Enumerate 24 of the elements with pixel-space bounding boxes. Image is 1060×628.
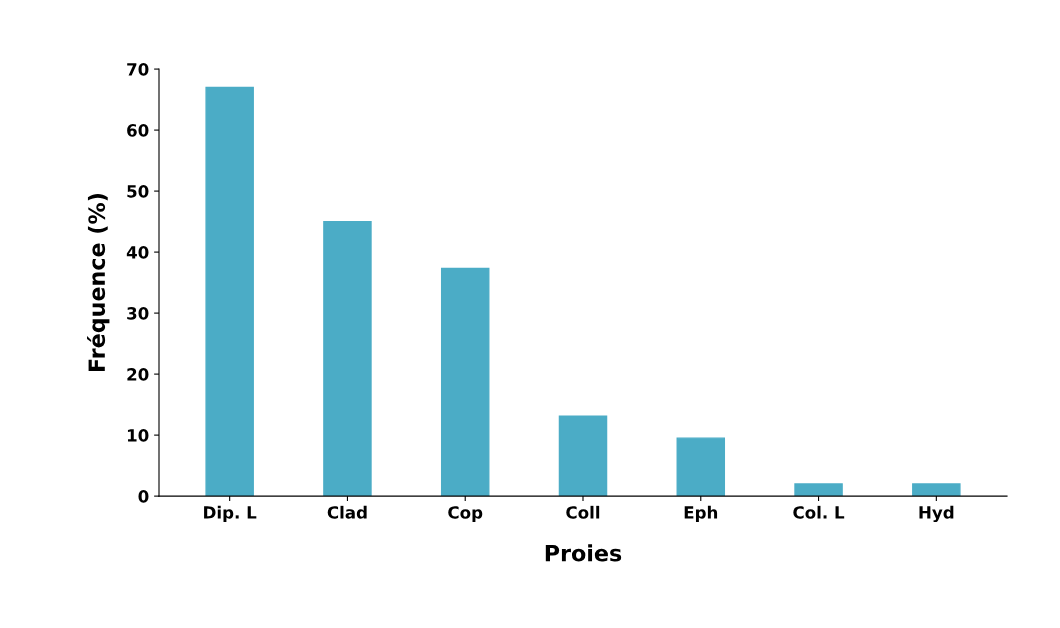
x-tick-label: Clad — [327, 505, 367, 519]
x-tick-label: Coll — [566, 505, 600, 519]
bar — [794, 483, 843, 497]
x-tick-label: Dip. L — [204, 505, 257, 522]
y-tick-label: 10 — [127, 429, 149, 442]
bar — [676, 437, 726, 497]
bar — [912, 483, 961, 497]
bar — [558, 415, 608, 497]
y-tick-label: 40 — [126, 246, 149, 259]
x-tick-label: Eph — [684, 505, 718, 522]
y-tick-label: 30 — [127, 307, 149, 320]
y-tick-label: 0 — [138, 490, 149, 503]
bar — [323, 220, 372, 497]
y-axis-title: Fréquence (%) — [87, 194, 110, 372]
y-tick-label: 60 — [127, 124, 149, 137]
y-tick-label: 20 — [127, 368, 149, 381]
y-tick-label: 50 — [127, 185, 149, 198]
y-tick-label: 70 — [127, 63, 149, 76]
x-tick-label: Col. L — [793, 505, 845, 519]
x-tick-label: Cop — [448, 506, 483, 522]
x-tick-label: Hyd — [919, 505, 954, 523]
x-axis-title: Proies — [545, 544, 622, 562]
bar — [440, 267, 490, 497]
bar — [205, 86, 254, 497]
